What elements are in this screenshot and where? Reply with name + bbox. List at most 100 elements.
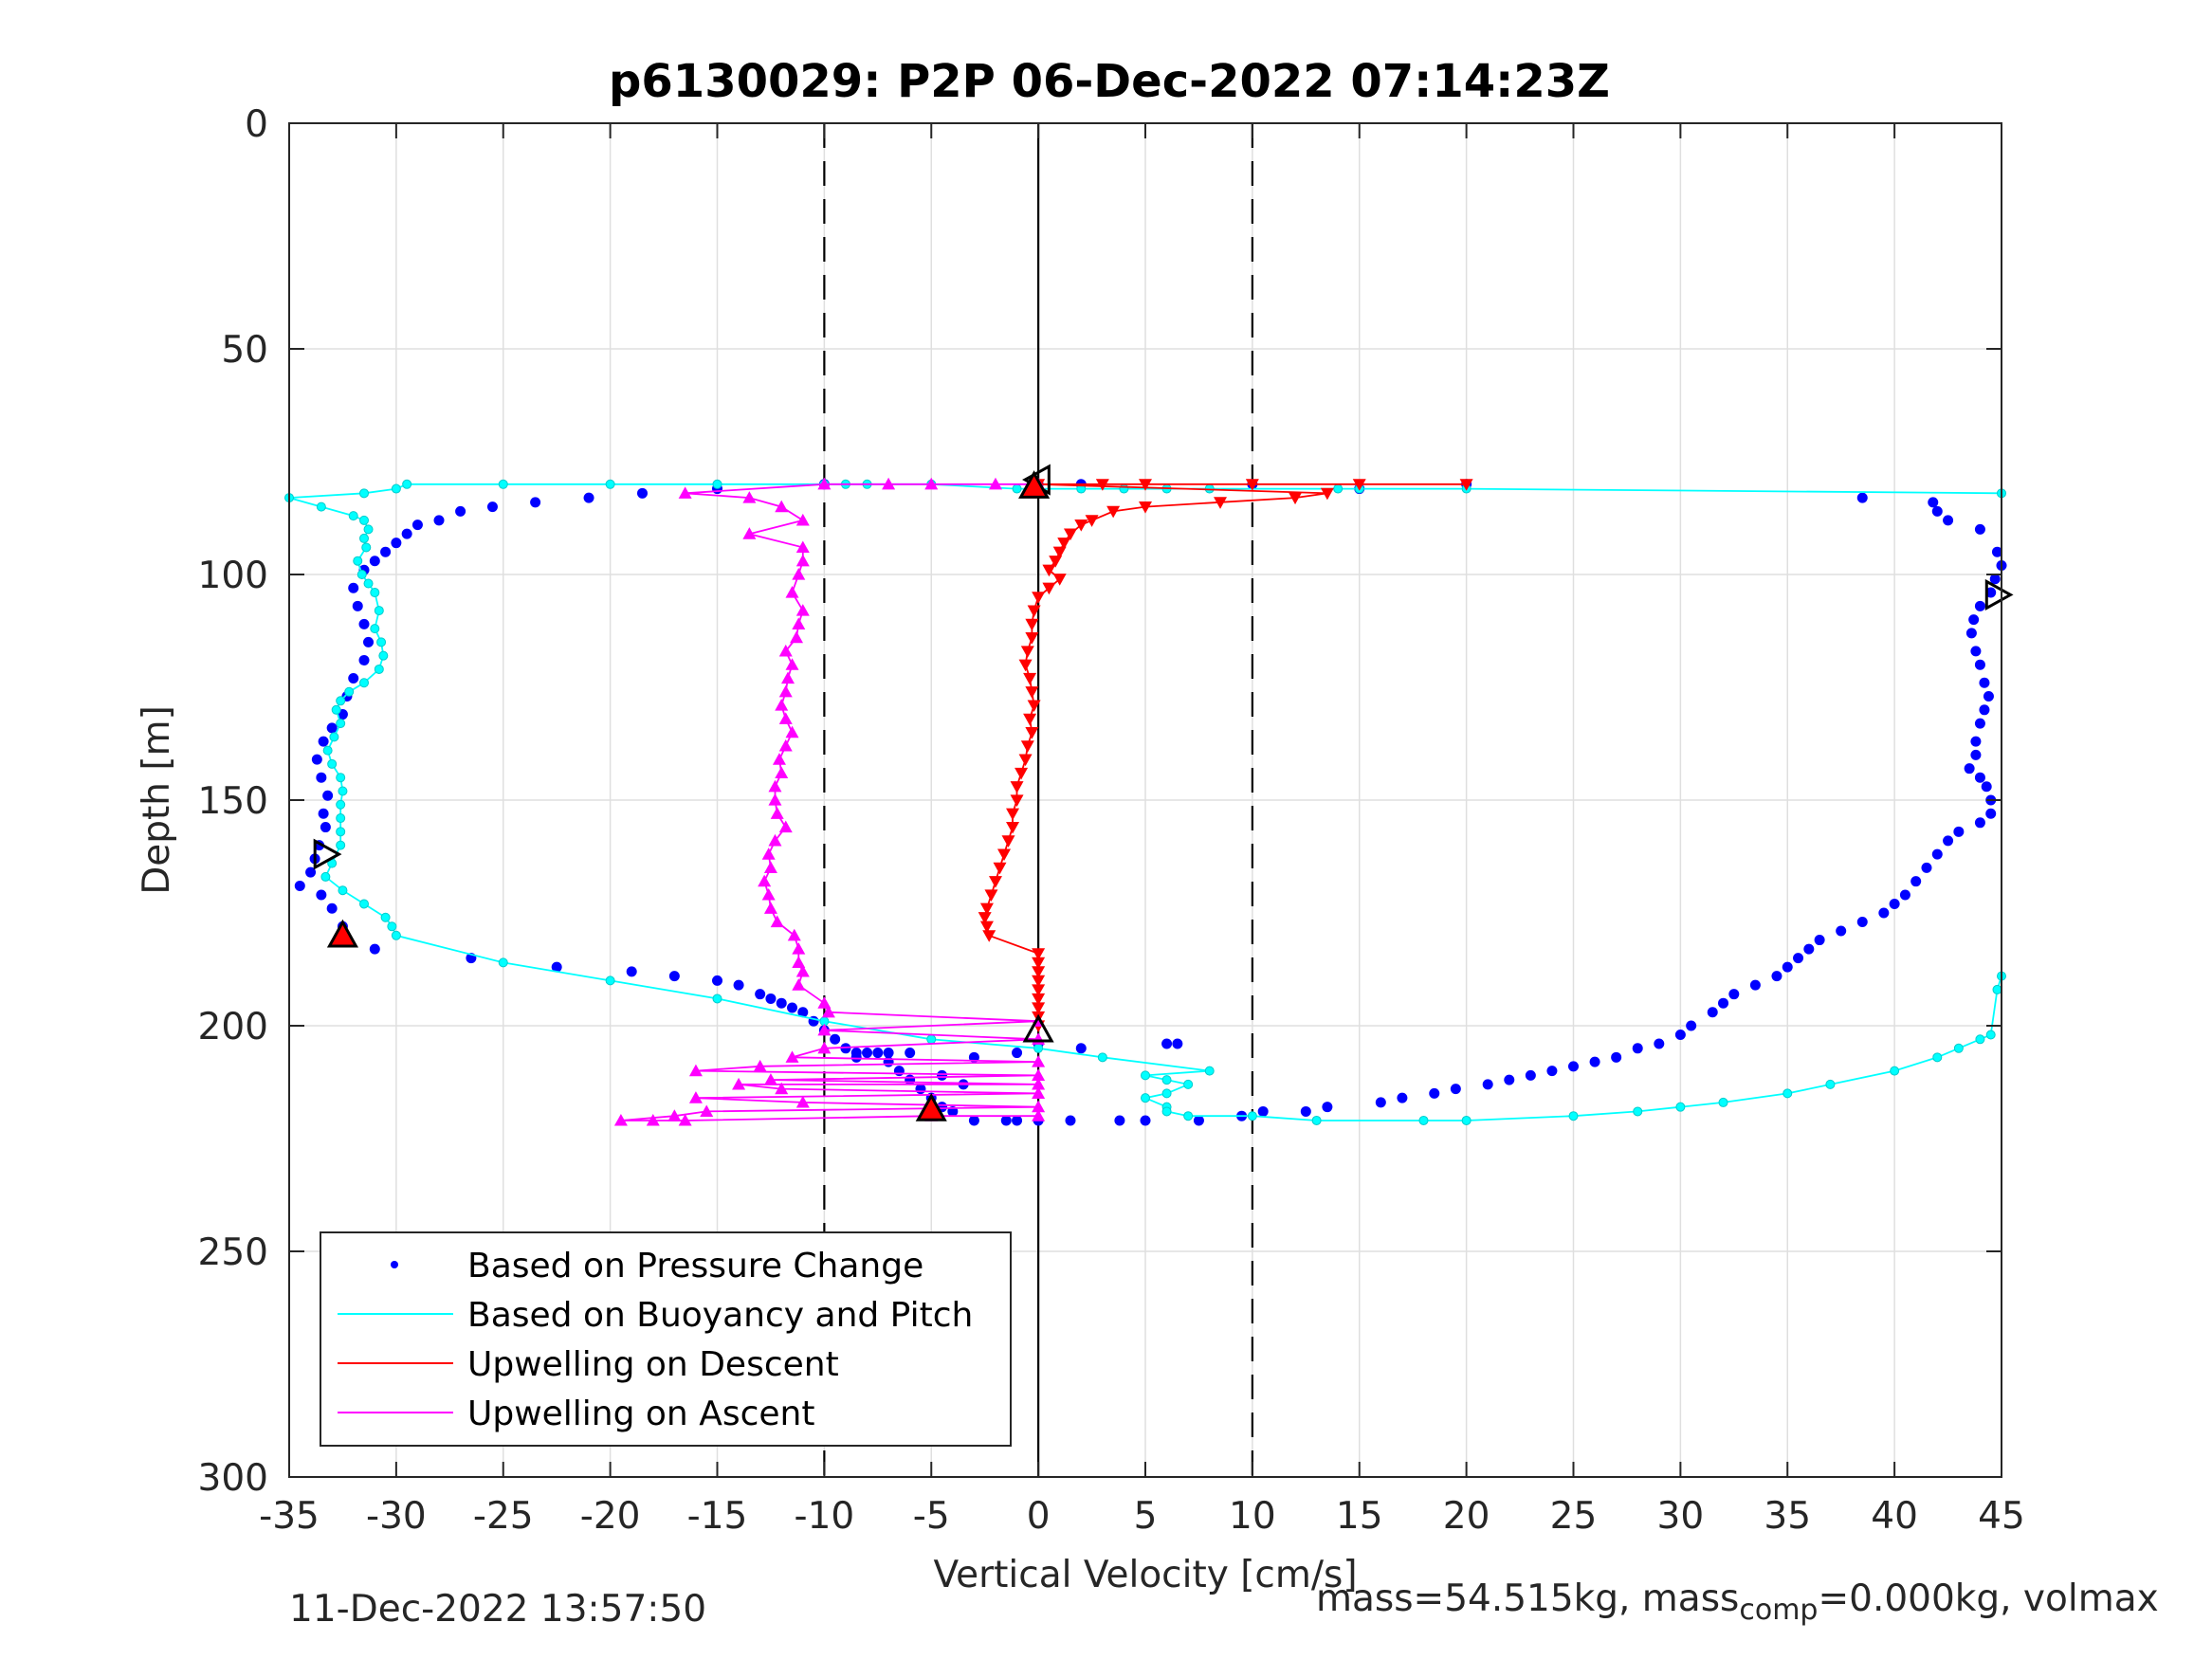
data-point xyxy=(1825,1079,1836,1089)
data-point xyxy=(374,664,384,674)
data-point xyxy=(882,477,896,490)
data-point xyxy=(1139,479,1152,491)
data-point xyxy=(795,554,810,567)
data-point xyxy=(498,479,508,489)
data-point xyxy=(1193,1115,1204,1126)
data-point xyxy=(363,636,375,647)
data-point xyxy=(1027,605,1041,618)
data-point xyxy=(1974,659,1985,670)
data-point xyxy=(840,1043,851,1054)
data-point xyxy=(1322,1102,1333,1113)
y-tick-label: 200 xyxy=(198,1006,268,1048)
data-point xyxy=(830,1033,841,1045)
data-point xyxy=(1707,1007,1718,1018)
data-point xyxy=(380,912,391,922)
data-point xyxy=(358,654,370,665)
data-point xyxy=(1974,772,1985,783)
data-point xyxy=(356,570,367,579)
x-tick-label: 5 xyxy=(1134,1495,1158,1538)
data-point xyxy=(978,912,992,924)
data-point xyxy=(792,568,806,580)
data-point xyxy=(1632,1043,1643,1054)
data-point xyxy=(1953,1043,1964,1053)
data-point xyxy=(732,1077,746,1090)
data-point xyxy=(1674,1030,1686,1041)
series-2 xyxy=(978,479,1473,1032)
data-point xyxy=(358,618,370,629)
data-point xyxy=(1728,989,1740,1000)
data-point xyxy=(787,928,801,941)
data-point xyxy=(772,753,786,765)
data-point xyxy=(1983,691,1994,702)
data-point xyxy=(326,722,338,734)
data-point xyxy=(374,606,384,616)
data-point xyxy=(1320,487,1334,501)
data-point xyxy=(1718,1097,1728,1107)
legend: Based on Pressure Change Based on Buoyanc… xyxy=(320,1231,1012,1447)
data-point xyxy=(348,582,359,593)
data-point xyxy=(1943,835,1954,847)
data-point xyxy=(369,943,380,955)
data-point xyxy=(1991,546,2002,557)
data-point xyxy=(311,754,322,765)
data-point xyxy=(997,848,1012,862)
data-point xyxy=(1010,794,1024,807)
data-point xyxy=(363,578,374,589)
x-tick-label: -20 xyxy=(580,1495,641,1538)
data-point xyxy=(498,957,508,968)
data-point xyxy=(1010,781,1024,793)
data-point xyxy=(486,501,498,513)
x-tick-label: 0 xyxy=(1027,1495,1051,1538)
data-point xyxy=(1311,1115,1322,1125)
data-point xyxy=(937,1069,948,1081)
data-point xyxy=(329,732,339,742)
data-point xyxy=(336,813,346,824)
data-point xyxy=(1141,1070,1150,1081)
data-point xyxy=(776,997,787,1009)
data-point xyxy=(583,492,594,503)
data-point xyxy=(1006,808,1020,821)
data-point xyxy=(1782,1088,1793,1099)
data-point xyxy=(1032,993,1046,1006)
special-marker xyxy=(915,1092,947,1121)
data-point xyxy=(988,876,1002,888)
y-tick-label: 50 xyxy=(221,329,268,372)
data-point xyxy=(742,527,757,539)
data-point xyxy=(1300,1105,1311,1117)
data-point xyxy=(1025,632,1039,645)
data-point xyxy=(636,487,648,499)
data-point xyxy=(1429,1087,1440,1099)
data-point xyxy=(1803,943,1815,955)
data-point xyxy=(1020,740,1034,753)
data-point xyxy=(1052,546,1067,559)
data-point xyxy=(1856,492,1868,503)
data-point xyxy=(1032,957,1046,970)
data-point xyxy=(905,1074,916,1085)
data-point xyxy=(763,1073,777,1085)
data-point xyxy=(785,1050,799,1063)
data-point xyxy=(1012,483,1022,494)
data-point xyxy=(411,520,423,531)
special-marker xyxy=(1022,1013,1054,1043)
data-point xyxy=(1397,1092,1408,1103)
data-point xyxy=(817,1023,832,1036)
data-point xyxy=(1921,862,1932,873)
data-point xyxy=(318,736,329,747)
data-point xyxy=(433,515,445,526)
data-point xyxy=(1633,1106,1643,1117)
y-tick-label: 250 xyxy=(198,1231,268,1274)
data-point xyxy=(1974,600,1985,611)
x-axis-label: Vertical Velocity [cm/s] xyxy=(933,1554,1357,1596)
data-point xyxy=(370,588,380,598)
x-tick-label: 15 xyxy=(1336,1495,1383,1538)
data-point xyxy=(316,889,327,901)
data-point xyxy=(605,479,615,489)
data-point xyxy=(758,874,772,887)
data-point xyxy=(1793,953,1804,964)
data-point xyxy=(359,899,370,909)
data-point xyxy=(1943,515,1954,526)
data-point xyxy=(1097,1052,1107,1063)
data-point xyxy=(1975,1034,1985,1045)
x-tick-label: 40 xyxy=(1871,1495,1918,1538)
data-point xyxy=(1482,1079,1493,1090)
